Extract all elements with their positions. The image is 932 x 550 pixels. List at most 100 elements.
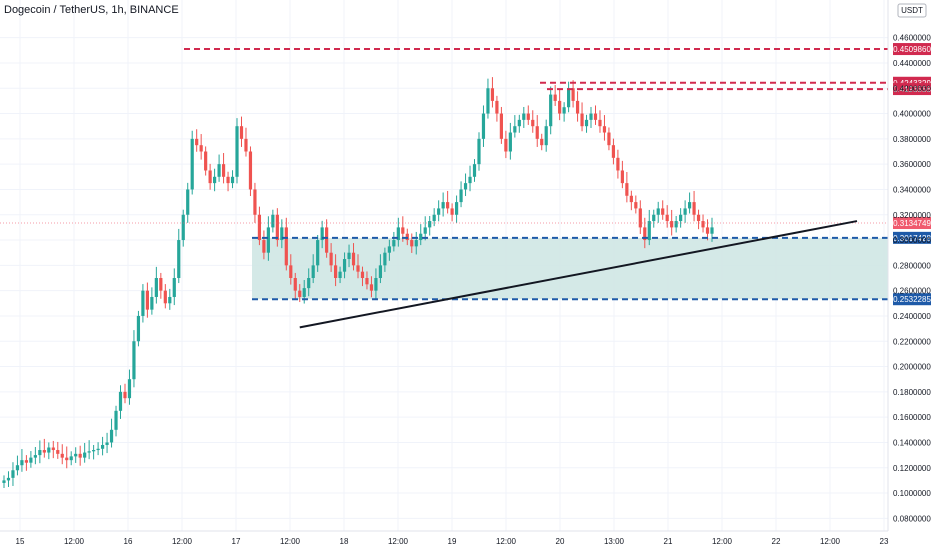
- price-tick-label: 0.2600000: [893, 287, 931, 296]
- candle-body: [535, 126, 539, 139]
- candle-body: [450, 208, 454, 215]
- candle-body: [544, 126, 548, 146]
- candle-body: [311, 265, 315, 278]
- candle-body: [289, 265, 293, 278]
- candle-body: [2, 480, 6, 483]
- candle-body: [262, 240, 266, 253]
- candle-body: [141, 290, 145, 316]
- candle-body: [477, 138, 481, 165]
- time-axis[interactable]: 15 12:00 16 12:00 17 12:00 18 12:00 19 12:00 20 13:…: [16, 537, 889, 546]
- candle-body: [383, 252, 387, 266]
- candle-body: [428, 221, 432, 228]
- time-tick-label: 17: [232, 537, 241, 546]
- time-tick-label: 19: [448, 537, 457, 546]
- currency-badge[interactable]: USDT: [897, 3, 927, 18]
- price-tick-label: 0.4600000: [893, 34, 931, 43]
- price-tick-label: 0.4200000: [893, 84, 931, 93]
- support-zone: [252, 237, 888, 300]
- candle-body: [266, 227, 270, 253]
- candle-body: [230, 176, 235, 184]
- candle-body: [589, 113, 593, 120]
- candle-body: [204, 151, 208, 171]
- candle-body: [329, 252, 333, 266]
- candle-body: [208, 170, 212, 184]
- candle-body: [625, 183, 629, 196]
- horizontal-levels: 0.45098600.42433290.41935580.31347490.30…: [0, 43, 931, 306]
- candle-body: [611, 145, 616, 158]
- candle-body: [472, 164, 477, 177]
- candle-body: [437, 208, 441, 215]
- candle-body: [114, 410, 118, 430]
- candle-body: [683, 208, 687, 215]
- candle-body: [172, 278, 176, 297]
- candle-body: [347, 252, 351, 260]
- candle-body: [526, 113, 530, 120]
- candle-body: [661, 208, 665, 215]
- candle-body: [665, 214, 669, 222]
- candle-body: [226, 176, 230, 184]
- candle-body: [123, 391, 127, 399]
- candle-body: [74, 453, 78, 457]
- price-tick-label: 0.3600000: [893, 160, 931, 169]
- candle-body: [177, 240, 181, 278]
- candle-body: [217, 164, 221, 177]
- candle-body: [593, 113, 598, 120]
- candle-body: [571, 88, 575, 101]
- candle-body: [248, 151, 253, 190]
- candle-body: [56, 450, 60, 454]
- time-tick-label: 12:00: [712, 537, 733, 546]
- price-tick-label: 0.1600000: [893, 413, 931, 422]
- price-tick-label: 0.2200000: [893, 337, 931, 346]
- candle-body: [446, 202, 450, 209]
- candle-body: [504, 138, 508, 152]
- candle-body: [33, 455, 37, 458]
- candle-body: [638, 208, 642, 228]
- candle-body: [365, 278, 369, 285]
- candle-body: [333, 265, 338, 278]
- candle-body: [378, 265, 383, 278]
- trendline[interactable]: [299, 220, 858, 329]
- candle-body: [195, 138, 199, 146]
- candle-body: [24, 460, 29, 463]
- candle-body: [620, 170, 624, 184]
- candle-body: [652, 214, 656, 222]
- candle-body: [490, 88, 495, 101]
- candle-body: [558, 100, 562, 114]
- candle-body: [710, 227, 714, 234]
- candle-body: [65, 457, 69, 461]
- candle-body: [6, 477, 11, 481]
- candle-body: [508, 132, 512, 152]
- candle-body: [78, 453, 82, 458]
- candle-body: [127, 379, 132, 399]
- candle-body: [419, 233, 423, 241]
- candle-body: [674, 221, 678, 228]
- candle-body: [369, 284, 374, 291]
- candle-body: [517, 119, 521, 127]
- candle-body: [168, 296, 172, 304]
- candle-body: [235, 126, 239, 177]
- candle-body: [109, 429, 114, 443]
- candle-body: [481, 113, 486, 139]
- price-tag: [893, 293, 931, 306]
- candle-body: [15, 465, 20, 471]
- time-tick-label: 23: [880, 537, 889, 546]
- chart-title: Dogecoin / TetherUS, 1h, BINANCE: [4, 4, 179, 16]
- candle-body: [602, 126, 607, 133]
- price-tag: [893, 231, 931, 244]
- candle-body: [280, 227, 284, 241]
- price-axis[interactable]: 0.4600000 0.4400000 0.4200000 0.4000000 0.38…: [893, 34, 931, 524]
- candle-body: [513, 126, 517, 133]
- candle-body: [47, 447, 51, 453]
- price-tag: [893, 43, 931, 56]
- candle-body: [118, 391, 123, 411]
- candle-body: [696, 214, 701, 222]
- candle-body: [316, 240, 320, 266]
- candle-body: [284, 227, 288, 266]
- candle-body: [186, 189, 190, 215]
- candle-body: [342, 259, 347, 272]
- candle-body: [629, 195, 633, 203]
- candle-body: [647, 221, 651, 241]
- candles: [2, 77, 714, 488]
- candle-body: [567, 88, 571, 108]
